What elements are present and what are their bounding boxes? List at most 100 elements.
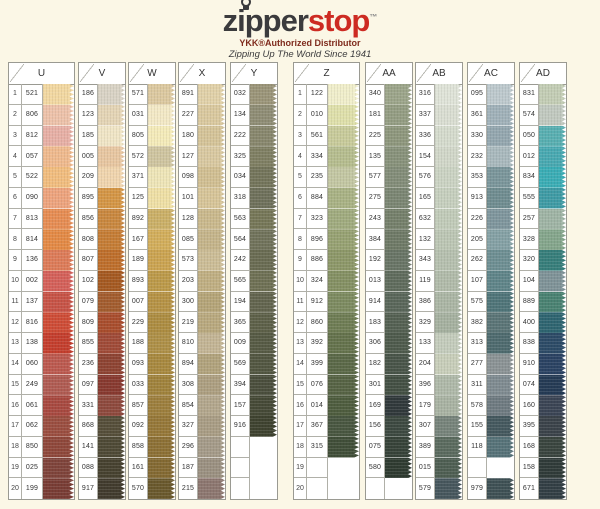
swatch-row: 891 (179, 84, 225, 105)
swatch-row: 361 (468, 104, 514, 126)
color-code: 394 (231, 374, 250, 396)
swatch-row: 394 (231, 374, 277, 396)
color-code: 134 (231, 104, 250, 126)
fabric-swatch (328, 125, 359, 147)
color-code: 575 (468, 291, 487, 313)
swatch-row: 19 (294, 457, 359, 479)
fabric-swatch (250, 312, 277, 333)
color-code: 371 (129, 167, 148, 188)
swatch-row: 157 (231, 395, 277, 416)
color-code: 808 (79, 229, 98, 250)
color-code: 917 (79, 478, 98, 499)
color-code (231, 478, 250, 499)
swatch-row: 079 (79, 291, 125, 313)
color-code: 399 (307, 353, 328, 375)
color-code: 580 (366, 457, 385, 479)
fabric-swatch (539, 436, 566, 458)
row-number: 2 (9, 104, 22, 126)
fabric-swatch (435, 187, 462, 209)
swatch-row: 572 (129, 146, 175, 167)
fabric-swatch-cell (98, 125, 125, 147)
color-code: 328 (520, 229, 539, 250)
fabric-swatch-cell (385, 208, 412, 230)
color-code: 886 (307, 250, 328, 271)
fabric-swatch-cell (487, 416, 514, 437)
fabric-swatch-cell (385, 250, 412, 271)
swatch-row (231, 478, 277, 499)
fabric-swatch-cell (98, 436, 125, 458)
fabric-swatch (435, 353, 462, 375)
swatch-row: 855 (79, 333, 125, 354)
fabric-swatch (250, 374, 277, 396)
color-code (307, 457, 328, 479)
color-code: 563 (231, 208, 250, 230)
fabric-swatch-cell (435, 104, 462, 126)
fabric-swatch-cell (539, 250, 566, 271)
swatch-row: 895 (79, 187, 125, 209)
color-code: 884 (307, 187, 328, 209)
color-code: 329 (416, 312, 435, 333)
fabric-swatch-cell (148, 395, 175, 416)
swatch-row: 275 (366, 187, 412, 209)
swatch-row: 3 812 (9, 125, 74, 147)
swatch-row: 320 (520, 250, 566, 271)
fabric-swatch (539, 250, 566, 271)
fabric-swatch-cell (487, 187, 514, 209)
row-number: 18 (9, 436, 22, 458)
swatch-row: 012 (520, 146, 566, 167)
swatch-row: 088 (79, 457, 125, 479)
fabric-swatch (385, 333, 412, 354)
fabric-swatch-cell (43, 436, 74, 458)
color-code: 574 (520, 104, 539, 126)
fabric-swatch (250, 84, 277, 105)
swatch-row: 107 (468, 270, 514, 292)
fabric-swatch (250, 167, 277, 188)
fabric-swatch-cell (198, 146, 225, 167)
color-code: 013 (366, 270, 385, 292)
swatch-row: 192 (366, 250, 412, 271)
swatch-row: 632 (416, 208, 462, 230)
fabric-swatch-cell (148, 208, 175, 230)
color-code: 671 (520, 478, 539, 499)
color-code: 572 (129, 146, 148, 167)
swatch-row: 155 (468, 416, 514, 437)
fabric-swatch-cell (539, 333, 566, 354)
color-code: 123 (79, 104, 98, 126)
color-code: 005 (79, 146, 98, 167)
color-code: 219 (179, 312, 198, 333)
fabric-swatch (435, 250, 462, 271)
empty-swatch-cell (385, 478, 412, 499)
fabric-swatch-cell (539, 478, 566, 499)
swatch-row: 181 (366, 104, 412, 126)
swatch-row: 093 (129, 353, 175, 375)
swatch-row: 573 (179, 250, 225, 271)
fabric-swatch-cell (328, 270, 359, 292)
color-code: 320 (520, 250, 539, 271)
row-number: 17 (294, 416, 307, 437)
fabric-swatch-cell (250, 104, 277, 126)
fabric-swatch (98, 229, 125, 250)
color-code: 187 (179, 457, 198, 479)
swatch-row: 575 (468, 291, 514, 313)
swatch-row: 389 (416, 436, 462, 458)
row-number: 2 (294, 104, 307, 126)
swatch-row: 20 (294, 478, 359, 499)
row-number: 17 (9, 416, 22, 437)
swatch-row: 13 138 (9, 333, 74, 354)
fabric-swatch-cell (487, 333, 514, 354)
color-code: 033 (129, 374, 148, 396)
column-header-label: AC (468, 63, 514, 85)
fabric-swatch-cell (487, 250, 514, 271)
row-number: 4 (294, 146, 307, 167)
fabric-swatch-cell (148, 146, 175, 167)
fabric-swatch (43, 187, 74, 209)
fabric-swatch (43, 146, 74, 167)
fabric-swatch (148, 104, 175, 126)
swatch-row: 306 (366, 333, 412, 354)
color-code: 183 (366, 312, 385, 333)
swatch-row: 857 (129, 395, 175, 416)
color-code: 395 (520, 416, 539, 437)
color-code: 002 (22, 270, 43, 292)
fabric-swatch-cell (198, 125, 225, 147)
fabric-swatch-cell (435, 250, 462, 271)
